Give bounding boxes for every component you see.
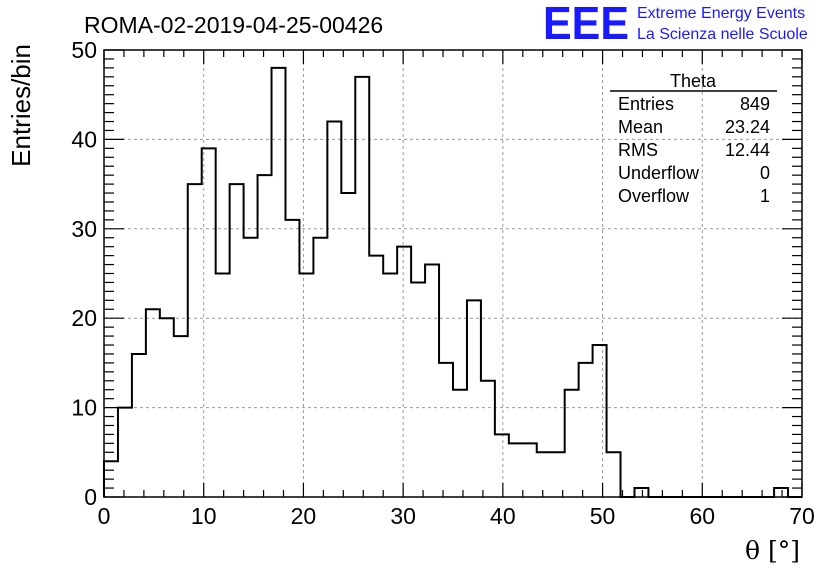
x-tick-label: 30 [390, 503, 416, 529]
y-tick-label: 10 [71, 395, 97, 421]
histogram-bin [258, 175, 272, 497]
x-tick-label: 50 [590, 503, 616, 529]
histogram-bin [481, 381, 495, 497]
stats-row-value: 23.24 [725, 117, 770, 137]
y-tick-label: 20 [71, 305, 97, 331]
histogram-bin [118, 408, 132, 497]
histogram-bin [509, 443, 523, 497]
histogram-bin [579, 363, 593, 497]
histogram-bin [425, 265, 439, 497]
histogram-series [103, 66, 802, 498]
histogram-bin [439, 363, 453, 497]
histogram-bin [132, 354, 146, 497]
y-tick-labels: 0 10 20 30 40 50 [71, 37, 97, 510]
stats-row-label: Underflow [618, 163, 700, 183]
x-tick-label: 70 [789, 503, 815, 529]
histogram-bin [341, 193, 355, 497]
stats-title: Theta [670, 71, 717, 91]
y-tick-label: 50 [71, 37, 97, 63]
stats-row-label: RMS [618, 140, 658, 160]
histogram-bin [174, 336, 188, 497]
stats-row-value: 12.44 [725, 140, 770, 160]
histogram-bin [467, 300, 481, 497]
y-tick-label: 30 [71, 216, 97, 242]
histogram-bin [537, 452, 551, 497]
histogram-bin [607, 452, 621, 497]
chart-title: ROMA-02-2019-04-25-00426 [84, 12, 383, 38]
logo-line-1: Extreme Energy Events [637, 5, 805, 22]
stats-rows: Entries 849 Mean 23.24 RMS 12.44 Underflow 0 Ove… [618, 94, 770, 206]
x-tick-label: 60 [689, 503, 715, 529]
y-axis-label: Entries/bin [6, 44, 36, 167]
x-tick-label: 40 [490, 503, 516, 529]
stats-row-value: 1 [760, 186, 770, 206]
histogram-bin [397, 247, 411, 497]
histogram-bin [299, 274, 313, 498]
x-tick-label: 0 [98, 503, 111, 529]
histogram-bin [565, 390, 579, 497]
x-tick-label: 20 [291, 503, 317, 529]
x-axis-label: θ [°] [745, 536, 800, 565]
histogram-bin [453, 390, 467, 497]
histogram-bin [369, 256, 383, 497]
logo-line-2: La Scienza nelle Scuole [637, 26, 808, 43]
eee-logo: EEE [543, 0, 629, 49]
histogram-bin [495, 434, 509, 497]
histogram-bin [146, 309, 160, 497]
histogram-bins [104, 68, 788, 497]
y-tick-label: 0 [84, 484, 97, 510]
histogram-bin [244, 238, 258, 497]
histogram-bin [383, 274, 397, 498]
stats-box: Theta Entries 849 Mean 23.24 RMS 12.44 Underfl… [610, 71, 777, 206]
histogram-bin [272, 68, 286, 497]
stats-row-label: Mean [618, 117, 663, 137]
x-tick-label: 10 [191, 503, 217, 529]
histogram-bin [216, 274, 230, 498]
histogram-bin [313, 238, 327, 497]
stats-row-label: Overflow [618, 186, 690, 206]
histogram-bin [188, 184, 202, 497]
histogram-bin [774, 488, 788, 497]
histogram-bin [285, 220, 299, 497]
axis-ticks [103, 49, 803, 498]
histogram-bin [593, 345, 607, 497]
histogram-bin [411, 282, 425, 497]
histogram-bin [230, 184, 244, 497]
histogram-bin [634, 488, 648, 497]
grid-lines [104, 50, 802, 497]
x-tick-labels: 0 10 20 30 40 50 60 70 [98, 503, 815, 529]
y-tick-label: 40 [71, 126, 97, 152]
stats-row-label: Entries [618, 94, 674, 114]
stats-row-value: 849 [740, 94, 770, 114]
plot-frame [103, 49, 803, 498]
histogram-bin [523, 443, 537, 497]
stats-row-value: 0 [760, 163, 770, 183]
histogram-bin [327, 122, 341, 497]
